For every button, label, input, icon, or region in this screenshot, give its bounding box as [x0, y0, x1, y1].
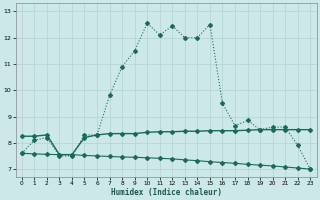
- X-axis label: Humidex (Indice chaleur): Humidex (Indice chaleur): [110, 188, 221, 197]
